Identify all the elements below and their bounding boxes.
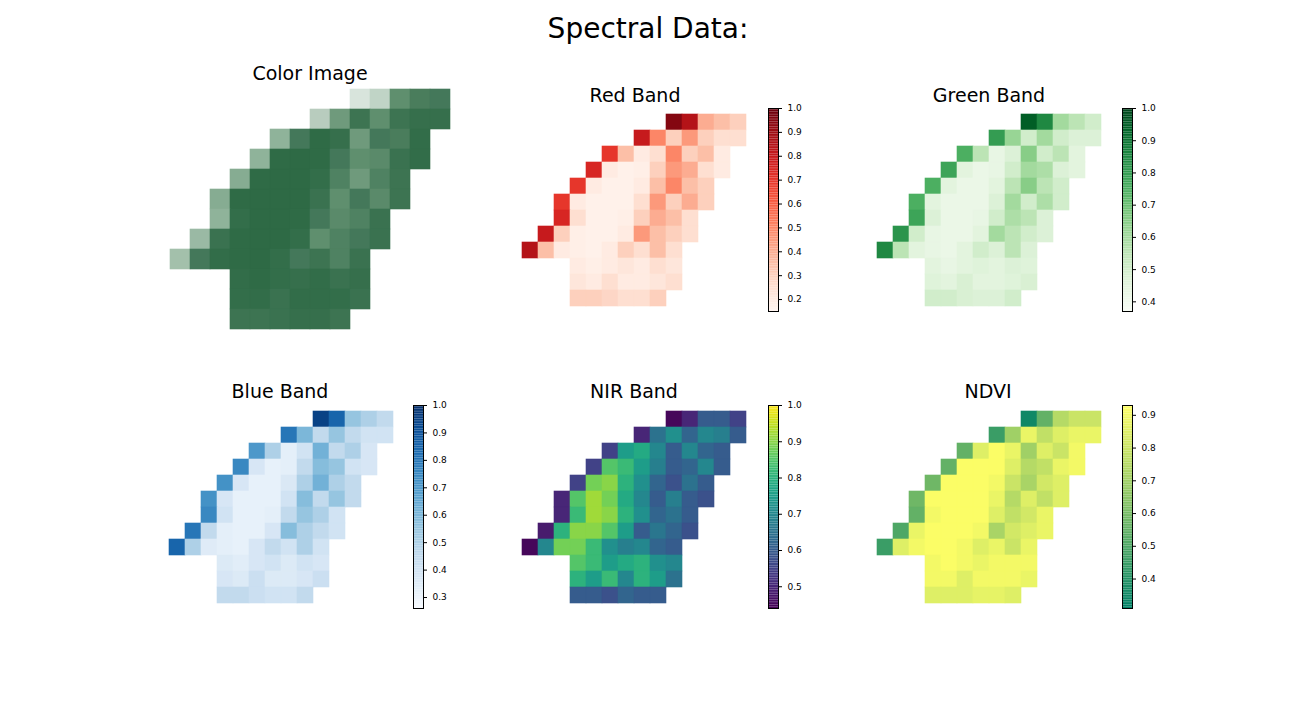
svg-text:0.8: 0.8 bbox=[433, 455, 448, 465]
svg-text:0.5: 0.5 bbox=[788, 582, 802, 592]
html-text:Blue Band: Blue Band bbox=[231, 380, 329, 402]
svg-text:1.0: 1.0 bbox=[433, 400, 448, 410]
svg-text:0.8: 0.8 bbox=[1142, 443, 1157, 453]
svg-text:1.0: 1.0 bbox=[788, 103, 803, 113]
svg-text:0.8: 0.8 bbox=[1142, 168, 1157, 178]
svg-text:1.0: 1.0 bbox=[1142, 103, 1157, 113]
svg-text:0.6: 0.6 bbox=[1142, 508, 1157, 518]
svg-text:0.8: 0.8 bbox=[788, 151, 803, 161]
html-text:Green Band: Green Band bbox=[932, 84, 1046, 106]
svg-text:0.7: 0.7 bbox=[1142, 200, 1156, 210]
html-text:Spectral Data:: Spectral Data: bbox=[547, 11, 749, 45]
svg-text:0.6: 0.6 bbox=[1142, 232, 1157, 242]
svg-text:0.4: 0.4 bbox=[1142, 297, 1157, 307]
svg-text:0.9: 0.9 bbox=[788, 437, 803, 447]
svg-text:0.5: 0.5 bbox=[1142, 541, 1156, 551]
svg-text:0.7: 0.7 bbox=[1142, 476, 1156, 486]
svg-text:0.4: 0.4 bbox=[433, 565, 448, 575]
svg-text:0.4: 0.4 bbox=[788, 247, 803, 257]
svg-text:0.9: 0.9 bbox=[788, 127, 803, 137]
svg-text:0.7: 0.7 bbox=[788, 509, 802, 519]
svg-text:0.4: 0.4 bbox=[1142, 574, 1157, 584]
svg-text:0.2: 0.2 bbox=[788, 294, 802, 304]
svg-text:0.6: 0.6 bbox=[788, 199, 803, 209]
svg-text:0.9: 0.9 bbox=[433, 428, 448, 438]
svg-text:0.5: 0.5 bbox=[433, 538, 447, 548]
svg-text:0.5: 0.5 bbox=[1142, 264, 1156, 274]
svg-text:0.3: 0.3 bbox=[788, 271, 802, 281]
html-text:Red Band: Red Band bbox=[589, 84, 681, 106]
svg-text:0.3: 0.3 bbox=[433, 592, 447, 602]
svg-text:0.6: 0.6 bbox=[788, 545, 803, 555]
html-text:NIR Band: NIR Band bbox=[590, 380, 678, 402]
svg-text:0.5: 0.5 bbox=[788, 223, 802, 233]
svg-text:0.9: 0.9 bbox=[1142, 410, 1157, 420]
svg-text:0.9: 0.9 bbox=[1142, 136, 1157, 146]
html-text:Color Image: Color Image bbox=[252, 62, 368, 84]
svg-text:0.8: 0.8 bbox=[788, 473, 803, 483]
svg-text:0.7: 0.7 bbox=[788, 175, 802, 185]
svg-text:0.6: 0.6 bbox=[433, 510, 448, 520]
html-text:NDVI: NDVI bbox=[964, 380, 1012, 402]
svg-text:1.0: 1.0 bbox=[788, 400, 803, 410]
svg-text:0.7: 0.7 bbox=[433, 483, 447, 493]
